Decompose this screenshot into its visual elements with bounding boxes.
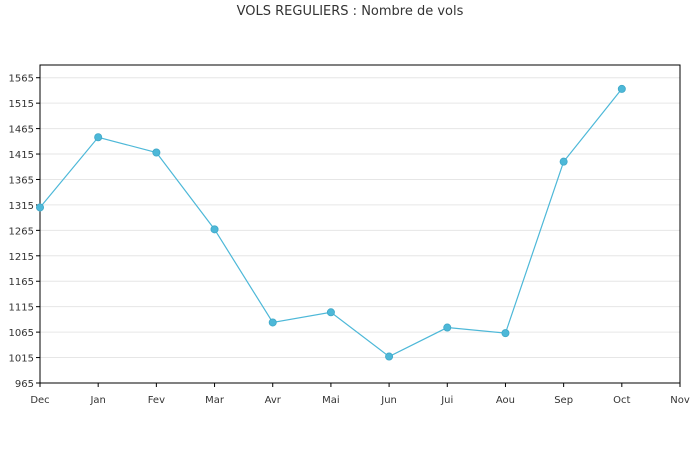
y-tick-label: 1015 xyxy=(9,354,34,365)
y-tick-label: 1515 xyxy=(9,99,34,110)
y-tick-label: 1565 xyxy=(9,74,34,85)
x-tick-label: Aou xyxy=(496,395,515,406)
x-tick-label: Mai xyxy=(322,395,340,406)
y-tick-label: 1465 xyxy=(9,125,34,136)
plot-frame xyxy=(39,64,681,384)
x-axis: Dec Jan Fev Mar Avr Mai Jun Jui Aou Sep Oct Nov xyxy=(30,383,690,406)
data-point-sep xyxy=(559,157,568,166)
y-tick-label: 1215 xyxy=(9,252,34,263)
data-points xyxy=(36,84,626,361)
y-tick-label: 1415 xyxy=(9,150,34,161)
data-point-avr xyxy=(268,318,277,327)
data-point-fev xyxy=(152,148,161,157)
chart-title: VOLS REGULIERS : Nombre de vols xyxy=(236,4,464,19)
data-point-dec xyxy=(36,203,45,212)
y-tick-label: 1315 xyxy=(9,201,34,212)
data-point-mai xyxy=(326,308,335,317)
data-point-mar xyxy=(210,225,219,234)
y-tick-label: 1115 xyxy=(9,303,34,314)
y-axis: 965 1015 1065 1115 1165 1215 1265 1315 1365 1415 1… xyxy=(9,74,40,390)
x-tick-label: Jun xyxy=(380,395,397,406)
y-tick-label: 1365 xyxy=(9,175,34,186)
y-tick-label: 1265 xyxy=(9,226,34,237)
x-tick-label: Jui xyxy=(440,395,453,406)
data-point-jui xyxy=(443,323,452,332)
x-tick-label: Fev xyxy=(148,395,165,406)
grid-lines xyxy=(40,77,680,359)
data-point-aou xyxy=(501,329,510,338)
x-tick-label: Oct xyxy=(613,395,630,406)
data-point-oct xyxy=(617,84,626,93)
x-tick-label: Dec xyxy=(30,395,49,406)
x-tick-label: Nov xyxy=(670,395,690,406)
data-point-jan xyxy=(94,133,103,142)
x-tick-label: Jan xyxy=(89,395,105,406)
data-point-jun xyxy=(385,352,394,361)
x-tick-label: Avr xyxy=(265,395,282,406)
y-tick-label: 965 xyxy=(15,379,34,390)
x-tick-label: Sep xyxy=(554,395,573,406)
x-tick-label: Mar xyxy=(205,395,225,406)
y-tick-label: 1165 xyxy=(9,277,34,288)
y-tick-label: 1065 xyxy=(9,328,34,339)
